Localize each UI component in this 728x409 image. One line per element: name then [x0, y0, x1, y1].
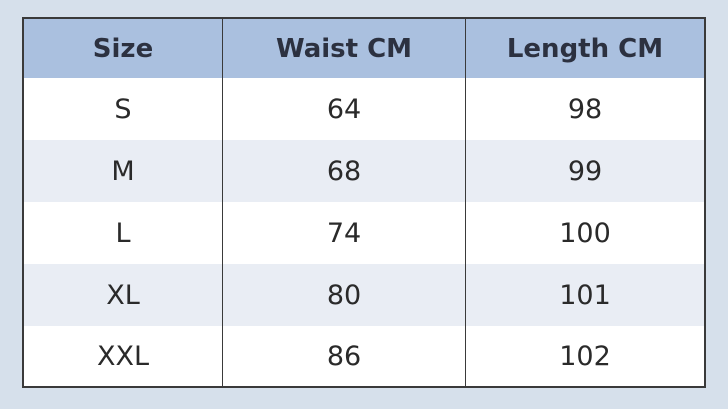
table-cell: 86 [223, 326, 466, 386]
header-row: Size Waist CM Length CM [24, 19, 704, 78]
table-cell: 98 [567, 93, 603, 125]
table-cell: 102 [559, 340, 611, 372]
table-cell: Waist CM [223, 19, 466, 78]
table-cell: 80 [223, 264, 466, 326]
table-cell: 74 [223, 202, 466, 264]
table-cell: 101 [559, 279, 611, 311]
table-cell: 99 [567, 155, 603, 187]
table-row: S 64 98 [24, 78, 704, 140]
table-cell: M [24, 140, 223, 202]
table-cell: S [24, 78, 223, 140]
table-cell: 64 [223, 78, 466, 140]
table-cell: 100 [559, 217, 611, 249]
table-row: XXL 86 102 [24, 326, 704, 386]
table-cell: Length CM [506, 33, 664, 64]
size-table: Size Waist CM Length CM S 64 98 M 68 99 L 74 100 XL 8… [22, 17, 706, 388]
table-cell: XL [24, 264, 223, 326]
table-row: L 74 100 [24, 202, 704, 264]
table-cell: XXL [24, 326, 223, 386]
table-cell: 68 [223, 140, 466, 202]
table-cell: L [24, 202, 223, 264]
table-row: XL 80 101 [24, 264, 704, 326]
table-cell: Size [24, 19, 223, 78]
table-row: M 68 99 [24, 140, 704, 202]
